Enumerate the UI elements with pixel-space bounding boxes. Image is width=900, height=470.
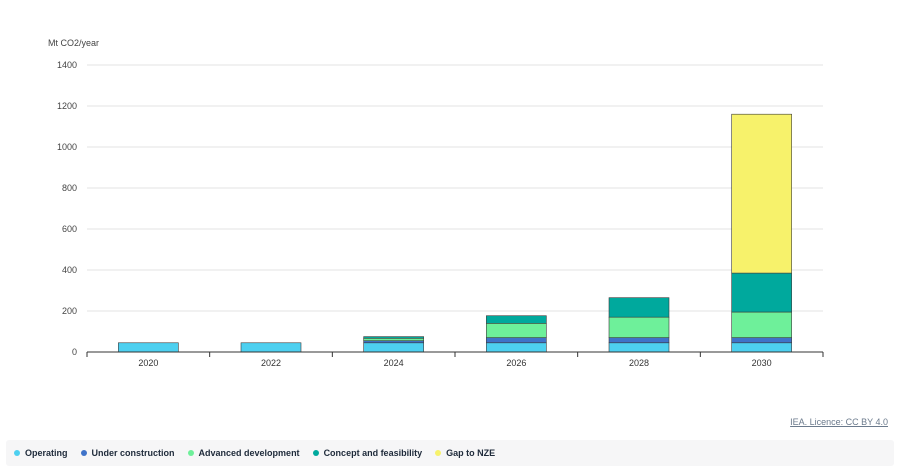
y-tick-label: 1400 — [57, 60, 77, 70]
bar-segment-operating-2024 — [363, 342, 424, 353]
x-tick-label: 2020 — [138, 358, 158, 368]
legend-dot-icon — [435, 450, 442, 456]
bar-segment-concept-and-feasibility-2024 — [363, 336, 424, 339]
y-tick-label: 800 — [62, 183, 77, 193]
bar-segment-under-construction-2030 — [731, 337, 792, 344]
license-link[interactable]: IEA. Licence: CC BY 4.0 — [790, 417, 888, 427]
x-tick-label: 2024 — [384, 358, 404, 368]
x-tick-label: 2030 — [752, 358, 772, 368]
bar-segment-under-construction-2028 — [608, 337, 670, 344]
y-tick-label: 0 — [72, 347, 77, 357]
bar-segment-concept-and-feasibility-2026 — [486, 315, 547, 324]
legend-dot-icon — [187, 450, 194, 456]
y-tick-label: 600 — [62, 224, 77, 234]
legend-item[interactable]: Under construction — [80, 448, 175, 458]
x-tick-label: 2026 — [506, 358, 526, 368]
legend-label: Advanced development — [198, 448, 300, 458]
x-tick-label: 2022 — [261, 358, 281, 368]
bar-segment-under-construction-2026 — [486, 337, 547, 344]
bar-segment-operating-2022 — [240, 342, 302, 353]
y-tick-label: 1200 — [57, 101, 77, 111]
bar-segment-advanced-development-2028 — [608, 316, 670, 338]
y-axis-label: Mt CO2/year — [48, 38, 99, 48]
x-tick-label: 2028 — [629, 358, 649, 368]
stacked-bar-chart: Mt CO2/year 0 200 400 600 800 1000 1200 1400 20… — [48, 38, 824, 368]
bar-segment-operating-2020 — [118, 342, 179, 353]
grid-lines — [87, 64, 823, 312]
legend-dot-icon — [14, 450, 20, 456]
bar-segment-advanced-development-2024 — [363, 337, 424, 342]
y-tick-label: 400 — [62, 265, 77, 275]
y-tick-labels: 0 200 400 600 800 1000 1200 1400 — [57, 60, 77, 357]
x-tick-labels: 2020 2022 2024 2026 2028 2030 — [86, 352, 824, 368]
bar-segment-concept-and-feasibility-2030 — [731, 272, 792, 313]
legend-item[interactable]: Concept and feasibility — [312, 448, 423, 458]
bars — [118, 113, 792, 353]
legend-dot-icon — [80, 450, 87, 456]
y-tick-label: 200 — [62, 306, 77, 316]
y-tick-label: 1000 — [57, 142, 77, 152]
bar-segment-operating-2026 — [486, 342, 547, 353]
legend-label: Operating — [25, 448, 68, 458]
bar-segment-gap-to-nze-2030 — [731, 113, 792, 274]
legend-label: Under construction — [91, 448, 175, 458]
legend-item[interactable]: Gap to NZE — [435, 448, 495, 458]
legend-item[interactable]: Advanced development — [187, 448, 300, 458]
bar-segment-advanced-development-2030 — [731, 311, 792, 338]
bar-segment-operating-2030 — [731, 342, 792, 353]
legend-label: Concept and feasibility — [323, 448, 423, 458]
legend-dot-icon — [312, 450, 319, 456]
bar-segment-under-construction-2024 — [363, 340, 424, 344]
legend-label: Gap to NZE — [446, 448, 496, 458]
legend: Operating Under construction Advanced deve… — [6, 440, 894, 466]
bar-segment-advanced-development-2026 — [486, 322, 547, 338]
bar-segment-operating-2028 — [608, 342, 670, 353]
legend-item[interactable]: Operating — [14, 448, 68, 458]
bar-segment-concept-and-feasibility-2028 — [608, 297, 670, 318]
